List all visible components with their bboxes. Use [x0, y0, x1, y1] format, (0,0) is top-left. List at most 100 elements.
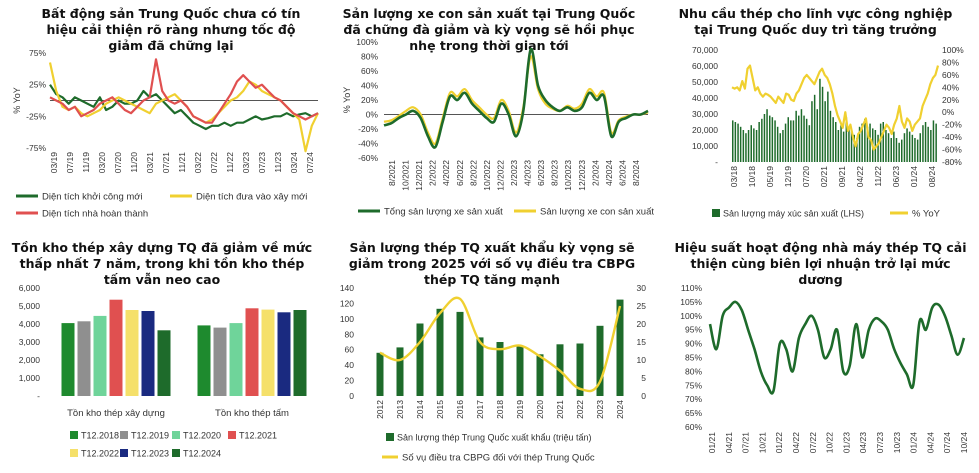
x-tick-label: 05/19: [765, 166, 775, 188]
data-bar: [396, 347, 404, 396]
data-bar: [914, 138, 916, 162]
series-line: [379, 296, 622, 393]
chart-title: Sản lượng xe con sản xuất tại Trung Quốc…: [342, 6, 636, 53]
data-bar: [798, 115, 800, 162]
y-tick-label: 60,000: [692, 61, 718, 71]
x-tick-label: 8/2022: [468, 160, 478, 186]
data-bar: [496, 342, 504, 396]
legend-label: Số vụ điều tra CBPG đối với thép Trung Q…: [402, 453, 595, 464]
x-tick-label: 03/22: [193, 152, 203, 174]
data-bar: [536, 354, 544, 396]
y-tick-label: 20,000: [692, 125, 718, 135]
data-bar: [739, 126, 742, 162]
data-bar: [903, 133, 906, 162]
data-bar: [753, 128, 755, 162]
x-tick-label: 10/23: [892, 432, 902, 454]
data-bar: [576, 343, 584, 396]
data-bar: [141, 311, 155, 396]
chart-car-production-yoy: 100% 80% 60% 40% 20% 0% -20% -40% -60% % YoY 8/202…: [342, 37, 654, 218]
data-bar: [827, 91, 829, 162]
x-tick-label: 6/2022: [455, 160, 465, 186]
x-tick-label: 2014: [415, 400, 425, 419]
data-bar: [808, 125, 811, 162]
data-bar: [197, 325, 211, 396]
x-tick-label: 03/19: [49, 152, 59, 174]
y-tick-label: 90%: [685, 339, 702, 349]
y-tick-label: 40,000: [692, 93, 718, 103]
data-bar: [795, 110, 797, 162]
x-tick-label: 4/2022: [441, 160, 451, 186]
y-tick-label: 4,000: [19, 319, 41, 329]
data-bar: [864, 118, 866, 162]
x-tick-label: 2/2024: [590, 160, 600, 186]
x-tick-label: 07/21: [161, 152, 171, 174]
legend-label: Diện tích nhà hoàn thành: [42, 209, 148, 220]
x-tick-label: 01/23: [841, 432, 851, 454]
data-bar: [916, 139, 919, 162]
data-bar: [908, 131, 911, 162]
x-tick-label: 10/21: [757, 432, 767, 454]
y-tick-label: -80%: [942, 157, 962, 167]
data-bar: [924, 122, 927, 162]
chart-panel-mill-utilization: Hiệu suất hoạt động nhà máy thép TQ cải …: [652, 236, 979, 473]
y-tick-label: 70%: [685, 394, 702, 404]
y-tick-label: -20%: [942, 120, 962, 130]
data-bar: [816, 109, 818, 162]
y-tick-label: 100%: [680, 311, 702, 321]
data-bar: [61, 323, 75, 396]
data-bar: [901, 139, 903, 162]
data-bar: [911, 134, 914, 162]
legend-label: % YoY: [912, 209, 941, 220]
y-tick-label: 6,000: [19, 283, 41, 293]
data-bar: [747, 130, 750, 162]
x-tick-label: 07/24: [942, 432, 952, 454]
data-bar: [803, 115, 805, 162]
x-tick-label: 08/24: [927, 166, 937, 188]
y-tick-label: 20%: [942, 95, 959, 105]
data-bar: [879, 123, 882, 162]
data-bar: [732, 120, 734, 162]
y-tick-label: 10,000: [692, 141, 718, 151]
data-bar: [436, 308, 444, 396]
x-tick-label: 07/20: [113, 152, 123, 174]
x-tick-label: 11/23: [273, 152, 283, 173]
data-bar: [932, 120, 935, 162]
y-tick-label: 100%: [356, 37, 378, 47]
y-tick-label: -25%: [26, 111, 46, 121]
data-bar: [882, 122, 884, 162]
x-tick-label: 01/21: [707, 432, 717, 454]
chart-panel-car-production: Sản lượng xe con sản xuất tại Trung Quốc…: [326, 0, 654, 236]
x-tick-label: 2/2023: [509, 160, 519, 186]
x-tick-label: 04/23: [858, 432, 868, 454]
data-bar: [853, 134, 855, 162]
y-tick-label: 25: [637, 301, 647, 311]
data-bar: [858, 126, 861, 162]
series-line: [708, 300, 966, 395]
data-bar: [840, 125, 842, 162]
y-tick-label: 5: [641, 373, 646, 383]
x-tick-label: 10/22: [825, 432, 835, 454]
y-tick-label: 85%: [685, 353, 702, 363]
legend-swatch: [228, 431, 236, 439]
data-bar: [885, 130, 887, 162]
data-bar: [456, 311, 464, 396]
data-bar: [734, 122, 737, 162]
legend-label: Sản lượng thép Trung Quốc xuất khẩu (tri…: [397, 433, 592, 443]
data-bar: [416, 323, 424, 396]
x-tick-label: 10/2023: [563, 160, 573, 191]
y-tick-label: 20: [345, 376, 355, 386]
y-tick-label: 105%: [680, 297, 702, 307]
x-tick-label: 07/21: [741, 432, 751, 454]
x-tick-label: 11/22: [225, 152, 235, 173]
chart-panel-excavator: Nhu cầu thép cho lĩnh vực công nghiệp tạ…: [652, 0, 979, 236]
x-tick-label: 2016: [455, 400, 465, 419]
legend-swatch: [120, 449, 128, 457]
data-bar: [922, 125, 924, 162]
x-tick-label: 07/24: [305, 152, 315, 174]
chart-panel-steel-export: Sản lượng thép TQ xuất khẩu kỳ vọng sẽ g…: [326, 236, 652, 473]
x-tick-label: 12/2023: [577, 160, 587, 191]
x-tick-label: 06/23: [891, 166, 901, 188]
data-bar: [898, 142, 900, 162]
series-line: [49, 84, 319, 131]
data-bar: [277, 312, 291, 396]
